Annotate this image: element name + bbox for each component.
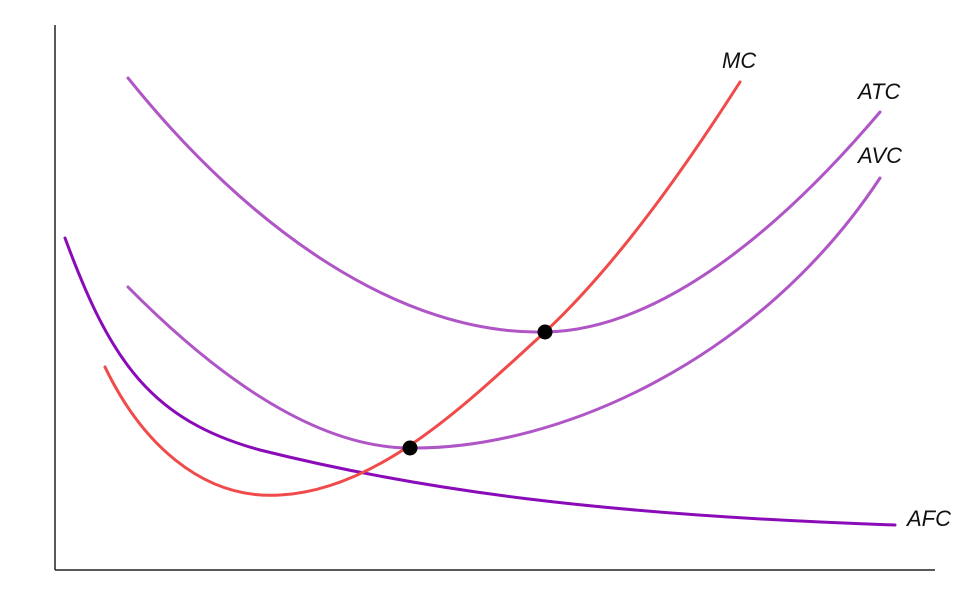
atc-label: ATC	[856, 79, 900, 104]
atc-curve	[126, 76, 882, 334]
afc-label: AFC	[905, 506, 951, 531]
mc-atc-intersection	[537, 324, 553, 340]
afc-curve	[63, 236, 897, 527]
mc-curve	[103, 80, 742, 497]
avc-label: AVC	[856, 143, 902, 168]
mc-label: MC	[722, 48, 756, 73]
mc-avc-intersection	[402, 440, 418, 456]
avc-curve	[126, 176, 882, 450]
